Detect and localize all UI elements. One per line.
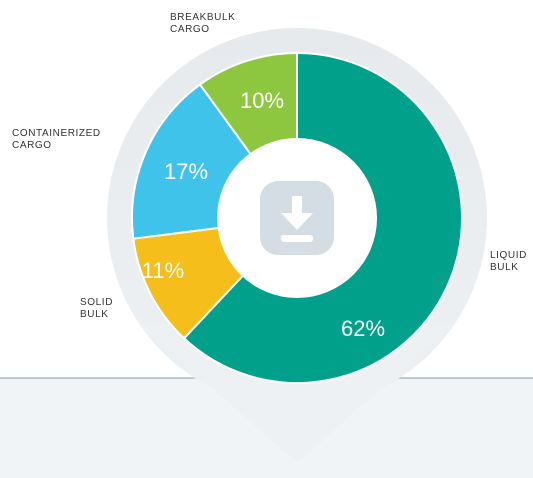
category-label: SOLID BULK [80,297,114,320]
value-label: 11% [142,258,184,283]
value-label: 17% [164,159,208,184]
download-icon[interactable] [260,181,334,255]
category-label: BREAKBULK CARGO [170,12,236,35]
category-label: CONTAINERIZED CARGO [12,128,101,151]
value-label: 10% [240,88,284,113]
category-label: LIQUID BULK [490,250,527,273]
value-label: 62% [341,316,385,341]
